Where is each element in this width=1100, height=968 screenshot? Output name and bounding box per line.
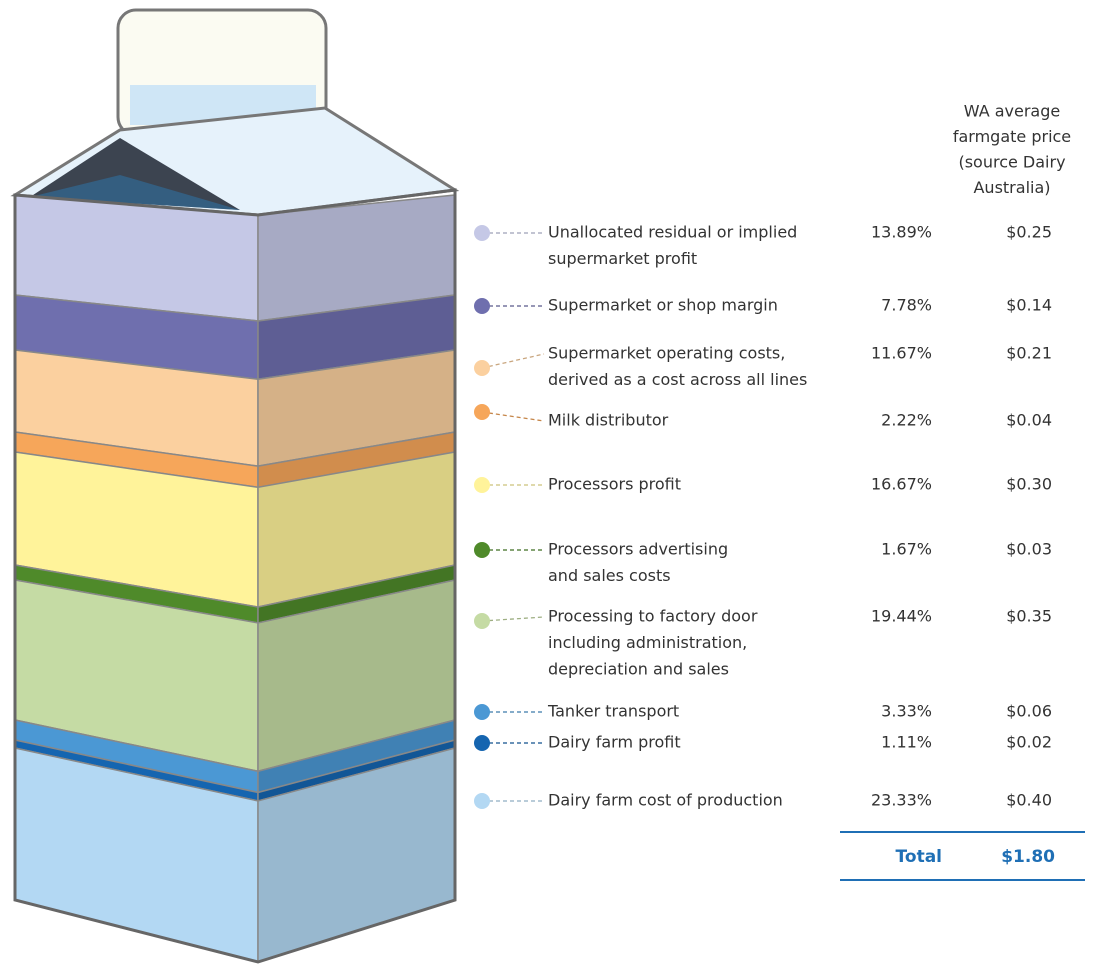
row-label: derived as a cost across all lines bbox=[548, 370, 807, 389]
carton-roof-shadow-blue bbox=[30, 175, 240, 210]
legend-dot bbox=[474, 225, 490, 241]
row-label: Dairy farm profit bbox=[548, 733, 681, 752]
row-percent: 1.67% bbox=[881, 540, 932, 559]
carton-outline bbox=[13, 188, 457, 964]
row-price: $0.04 bbox=[1006, 411, 1052, 430]
legend-dot bbox=[474, 477, 490, 493]
column-header: farmgate price bbox=[953, 127, 1071, 146]
row-percent: 23.33% bbox=[871, 791, 932, 810]
row-label: Processing to factory door bbox=[548, 607, 758, 626]
row-label: Tanker transport bbox=[547, 702, 679, 721]
column-header: Australia) bbox=[973, 178, 1050, 197]
row-label: Unallocated residual or implied bbox=[548, 223, 797, 242]
total-label: Total bbox=[896, 847, 942, 867]
row-label: depreciation and sales bbox=[548, 660, 729, 679]
legend-dot bbox=[474, 613, 490, 629]
leader-line bbox=[481, 616, 545, 622]
row-label: Supermarket or shop margin bbox=[548, 296, 778, 315]
row-price: $0.02 bbox=[1006, 733, 1052, 752]
row-price: $0.35 bbox=[1006, 607, 1052, 626]
row-price: $0.21 bbox=[1006, 344, 1052, 363]
row-label: supermarket profit bbox=[548, 249, 697, 268]
legend-dot bbox=[474, 404, 490, 420]
column-header: (source Dairy bbox=[958, 153, 1065, 172]
row-price: $0.03 bbox=[1006, 540, 1052, 559]
legend-table: WA average farmgate price (source Dairy Aus… bbox=[474, 102, 1071, 810]
legend-dot bbox=[474, 704, 490, 720]
legend-dot bbox=[474, 735, 490, 751]
row-percent: 13.89% bbox=[871, 223, 932, 242]
leader-line bbox=[481, 353, 545, 369]
total-price: $1.80 bbox=[1001, 847, 1055, 867]
row-price: $0.40 bbox=[1006, 791, 1052, 810]
row-price: $0.30 bbox=[1006, 475, 1052, 494]
milk-carton bbox=[10, 8, 460, 964]
row-percent: 19.44% bbox=[871, 607, 932, 626]
column-header: WA average bbox=[964, 102, 1060, 121]
row-percent: 11.67% bbox=[871, 344, 932, 363]
leader-line bbox=[481, 411, 545, 422]
row-price: $0.14 bbox=[1006, 296, 1052, 315]
row-percent: 1.11% bbox=[881, 733, 932, 752]
legend-dot bbox=[474, 542, 490, 558]
row-percent: 16.67% bbox=[871, 475, 932, 494]
row-percent: 3.33% bbox=[881, 702, 932, 721]
row-price: $0.25 bbox=[1006, 223, 1052, 242]
row-label: Processors profit bbox=[548, 475, 681, 494]
row-label: Milk distributor bbox=[548, 411, 669, 430]
row-price: $0.06 bbox=[1006, 702, 1052, 721]
row-label: Processors advertising bbox=[548, 540, 728, 559]
row-label: including administration, bbox=[548, 633, 747, 652]
row-label: and sales costs bbox=[548, 566, 671, 585]
row-percent: 2.22% bbox=[881, 411, 932, 430]
row-percent: 7.78% bbox=[881, 296, 932, 315]
legend-dot bbox=[474, 298, 490, 314]
legend-dot bbox=[474, 360, 490, 376]
row-label: Dairy farm cost of production bbox=[548, 791, 783, 810]
row-label: Supermarket operating costs, bbox=[548, 344, 785, 363]
legend-dot bbox=[474, 793, 490, 809]
